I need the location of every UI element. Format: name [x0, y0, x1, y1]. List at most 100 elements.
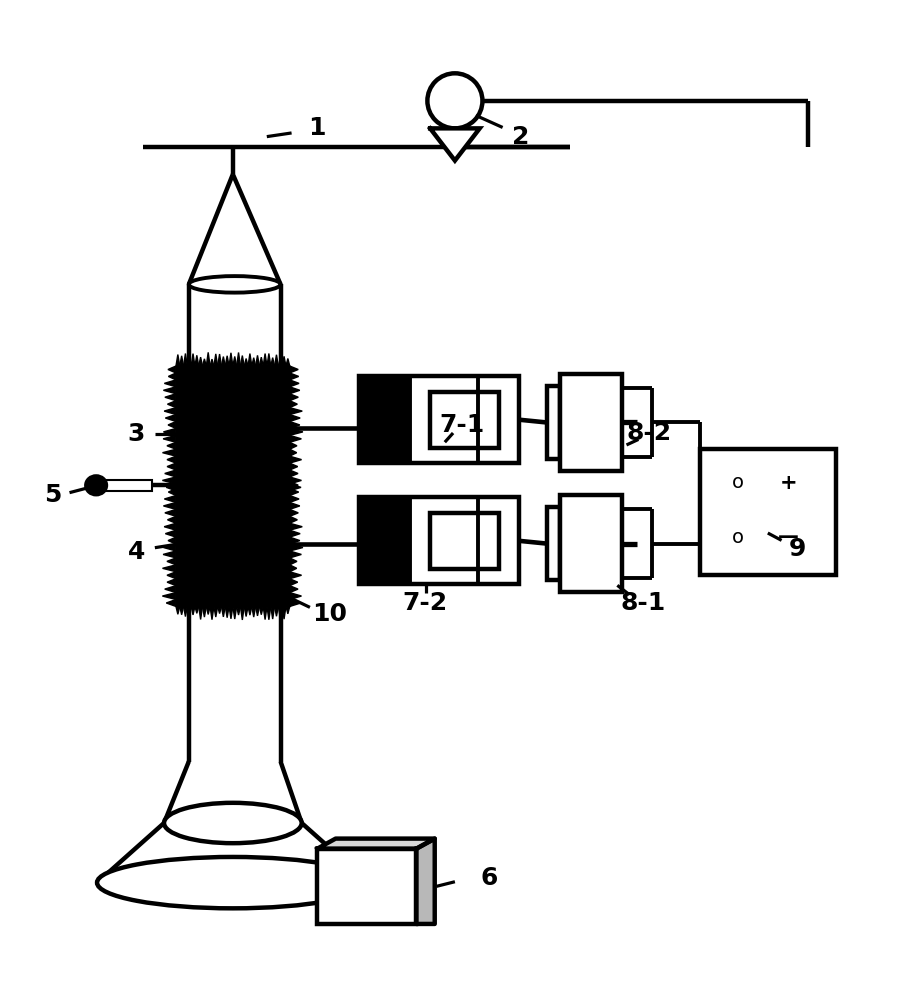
Polygon shape [289, 428, 303, 435]
Bar [176, 366, 289, 491]
Text: 2: 2 [512, 125, 529, 149]
Polygon shape [241, 491, 244, 504]
Polygon shape [289, 516, 298, 523]
Polygon shape [267, 469, 271, 482]
Polygon shape [163, 449, 176, 456]
Text: 4: 4 [128, 540, 145, 564]
Text: 7-2: 7-2 [403, 591, 448, 615]
Polygon shape [199, 357, 202, 366]
Polygon shape [225, 356, 229, 366]
Polygon shape [278, 359, 282, 366]
Polygon shape [248, 491, 252, 500]
Polygon shape [244, 359, 248, 366]
Polygon shape [259, 357, 263, 366]
Polygon shape [214, 606, 218, 617]
Polygon shape [237, 352, 241, 366]
Polygon shape [275, 470, 278, 482]
Polygon shape [255, 355, 259, 366]
Polygon shape [176, 491, 180, 499]
Polygon shape [165, 530, 176, 537]
Polygon shape [244, 491, 248, 501]
Polygon shape [267, 491, 271, 504]
Text: 9: 9 [789, 537, 806, 561]
Polygon shape [259, 491, 263, 499]
Polygon shape [278, 491, 282, 503]
Polygon shape [271, 473, 275, 482]
Polygon shape [221, 357, 225, 366]
Polygon shape [289, 435, 301, 442]
Polygon shape [168, 373, 176, 380]
Polygon shape [241, 606, 244, 620]
Polygon shape [199, 491, 202, 504]
Polygon shape [248, 606, 252, 615]
Polygon shape [191, 469, 195, 482]
Polygon shape [164, 387, 176, 394]
Polygon shape [165, 496, 176, 502]
Text: 7-1: 7-1 [439, 413, 485, 437]
Bar [547, 386, 561, 459]
Polygon shape [165, 470, 176, 477]
Polygon shape [184, 469, 187, 482]
Polygon shape [210, 606, 214, 620]
Polygon shape [289, 449, 297, 456]
Bar [358, 376, 410, 463]
Polygon shape [167, 572, 176, 579]
Polygon shape [221, 606, 225, 617]
Text: o: o [732, 528, 744, 547]
Polygon shape [168, 421, 176, 428]
Polygon shape [241, 356, 244, 366]
Polygon shape [176, 606, 180, 614]
Polygon shape [166, 484, 176, 491]
Polygon shape [165, 523, 176, 530]
Polygon shape [163, 593, 176, 600]
Polygon shape [206, 606, 210, 614]
Polygon shape [229, 606, 233, 619]
Polygon shape [289, 394, 299, 401]
Polygon shape [263, 606, 267, 620]
Polygon shape [275, 491, 278, 501]
Polygon shape [202, 491, 206, 501]
Polygon shape [210, 491, 214, 504]
Polygon shape [289, 415, 301, 421]
Polygon shape [202, 606, 206, 617]
Polygon shape [163, 477, 176, 484]
Polygon shape [259, 473, 263, 482]
Polygon shape [289, 408, 302, 415]
Bar [358, 376, 519, 463]
Polygon shape [180, 491, 184, 499]
Polygon shape [237, 491, 241, 499]
Polygon shape [252, 491, 255, 501]
Ellipse shape [188, 276, 280, 293]
Polygon shape [416, 839, 435, 924]
Polygon shape [168, 366, 176, 373]
Polygon shape [289, 593, 301, 600]
Polygon shape [286, 474, 289, 482]
Polygon shape [163, 551, 176, 558]
Polygon shape [167, 442, 176, 449]
Polygon shape [225, 606, 229, 618]
Polygon shape [165, 586, 176, 593]
Polygon shape [289, 387, 300, 394]
Polygon shape [184, 606, 187, 617]
Polygon shape [229, 468, 233, 482]
Polygon shape [210, 475, 214, 482]
Polygon shape [163, 565, 176, 572]
Polygon shape [187, 475, 191, 482]
Polygon shape [233, 472, 237, 482]
Polygon shape [221, 491, 225, 501]
Polygon shape [225, 471, 229, 482]
Polygon shape [275, 355, 278, 366]
Polygon shape [255, 471, 259, 482]
Polygon shape [289, 470, 298, 477]
Polygon shape [221, 472, 225, 482]
Bar [561, 495, 621, 592]
Polygon shape [289, 456, 301, 463]
Polygon shape [289, 482, 298, 489]
Polygon shape [165, 408, 176, 415]
Polygon shape [206, 491, 210, 499]
Polygon shape [187, 491, 191, 498]
Polygon shape [180, 356, 184, 366]
Bar [429, 513, 500, 569]
Text: 8-1: 8-1 [620, 591, 665, 615]
Polygon shape [167, 579, 176, 586]
